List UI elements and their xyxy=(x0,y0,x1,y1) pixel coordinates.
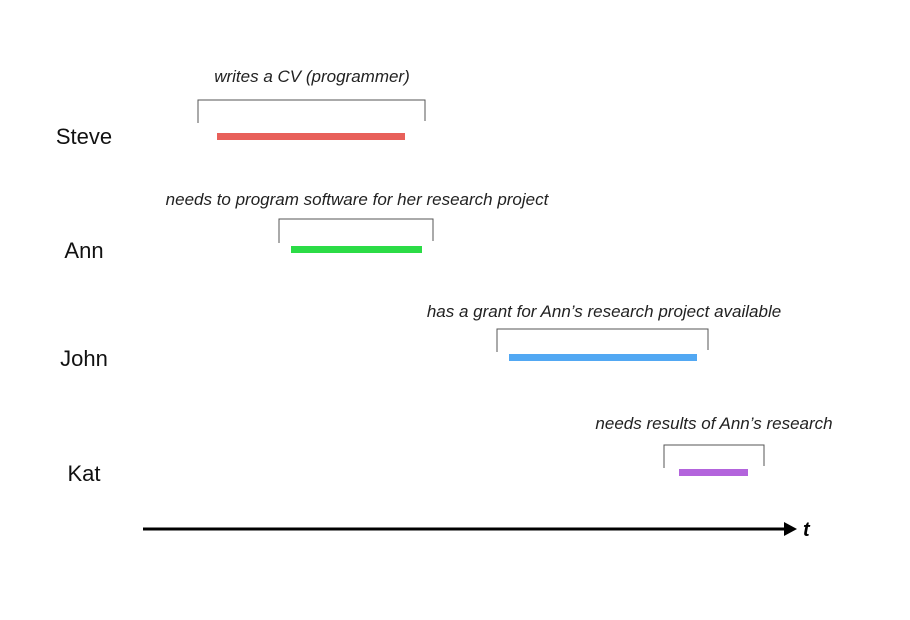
annotation-ann: needs to program software for her resear… xyxy=(166,190,550,209)
annotation-john: has a grant for Ann’s research project a… xyxy=(427,302,781,321)
time-axis-label: t xyxy=(803,519,811,541)
time-axis: t xyxy=(143,519,811,541)
bar-kat xyxy=(679,469,748,476)
row-john: John has a grant for Ann’s research proj… xyxy=(60,302,781,371)
row-kat: Kat needs results of Ann’s research xyxy=(67,414,832,486)
annotation-kat: needs results of Ann’s research xyxy=(595,414,832,433)
person-name-john: John xyxy=(60,346,108,371)
bracket-john xyxy=(496,328,709,352)
person-name-ann: Ann xyxy=(64,238,103,263)
person-name-steve: Steve xyxy=(56,124,112,149)
row-steve: Steve writes a CV (programmer) xyxy=(56,67,426,149)
bracket-kat xyxy=(663,444,765,468)
bracket-ann xyxy=(278,218,434,243)
person-name-kat: Kat xyxy=(67,461,100,486)
bar-ann xyxy=(291,246,422,253)
time-axis-arrowhead xyxy=(784,522,797,536)
bar-steve xyxy=(217,133,405,140)
bar-john xyxy=(509,354,697,361)
annotation-steve: writes a CV (programmer) xyxy=(214,67,410,86)
row-ann: Ann needs to program software for her re… xyxy=(64,190,549,263)
bracket-steve xyxy=(197,99,426,123)
